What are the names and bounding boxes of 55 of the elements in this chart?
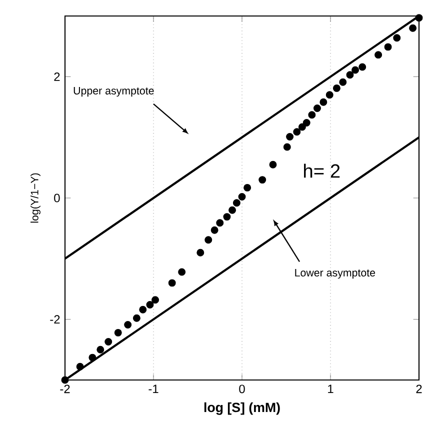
point <box>313 104 321 112</box>
point <box>308 111 316 119</box>
point <box>374 51 382 59</box>
point <box>293 128 301 136</box>
point <box>210 226 218 234</box>
point <box>88 354 96 362</box>
point <box>244 184 252 192</box>
y-tick-label: 0 <box>54 194 60 202</box>
point <box>358 63 366 71</box>
point <box>352 66 360 74</box>
point <box>332 84 340 92</box>
point <box>168 279 176 287</box>
point <box>269 160 277 168</box>
x-axis-title: log [S] (mM) <box>204 402 280 415</box>
point <box>258 176 266 184</box>
point <box>339 78 347 86</box>
point <box>232 199 240 207</box>
annotation: Upper asymptote <box>74 87 154 97</box>
point <box>302 119 310 127</box>
x-tick-label: 1 <box>328 384 334 393</box>
point <box>178 268 186 276</box>
point <box>286 132 294 140</box>
point <box>146 301 154 309</box>
x-tick-label: -1 <box>148 384 158 393</box>
point <box>320 98 328 106</box>
y-tick-label: -2 <box>50 315 60 324</box>
point <box>223 213 231 221</box>
y-axis-title: log(Y/1−Y) <box>30 173 40 223</box>
point <box>216 219 224 227</box>
x-tick-label: 0 <box>239 384 245 394</box>
point <box>132 314 140 322</box>
point <box>152 296 160 304</box>
point <box>238 193 246 201</box>
point <box>384 43 392 51</box>
point <box>196 248 204 256</box>
point <box>298 123 306 131</box>
point <box>61 376 69 384</box>
point <box>283 143 291 151</box>
point <box>393 34 401 42</box>
point <box>346 71 354 79</box>
point <box>409 24 417 32</box>
point <box>228 206 236 214</box>
annotation: h= 2 <box>304 164 340 178</box>
annotation: Lower asymptote <box>295 269 376 279</box>
x-tick-label: 2 <box>416 384 422 394</box>
point <box>104 338 112 346</box>
point <box>96 346 104 354</box>
point <box>114 328 122 336</box>
point <box>124 321 132 329</box>
point <box>76 362 84 370</box>
point <box>326 91 334 99</box>
x-tick-label: -2 <box>60 384 70 394</box>
point <box>139 306 147 314</box>
point <box>204 236 212 244</box>
y-tick-label: 2 <box>54 72 60 81</box>
